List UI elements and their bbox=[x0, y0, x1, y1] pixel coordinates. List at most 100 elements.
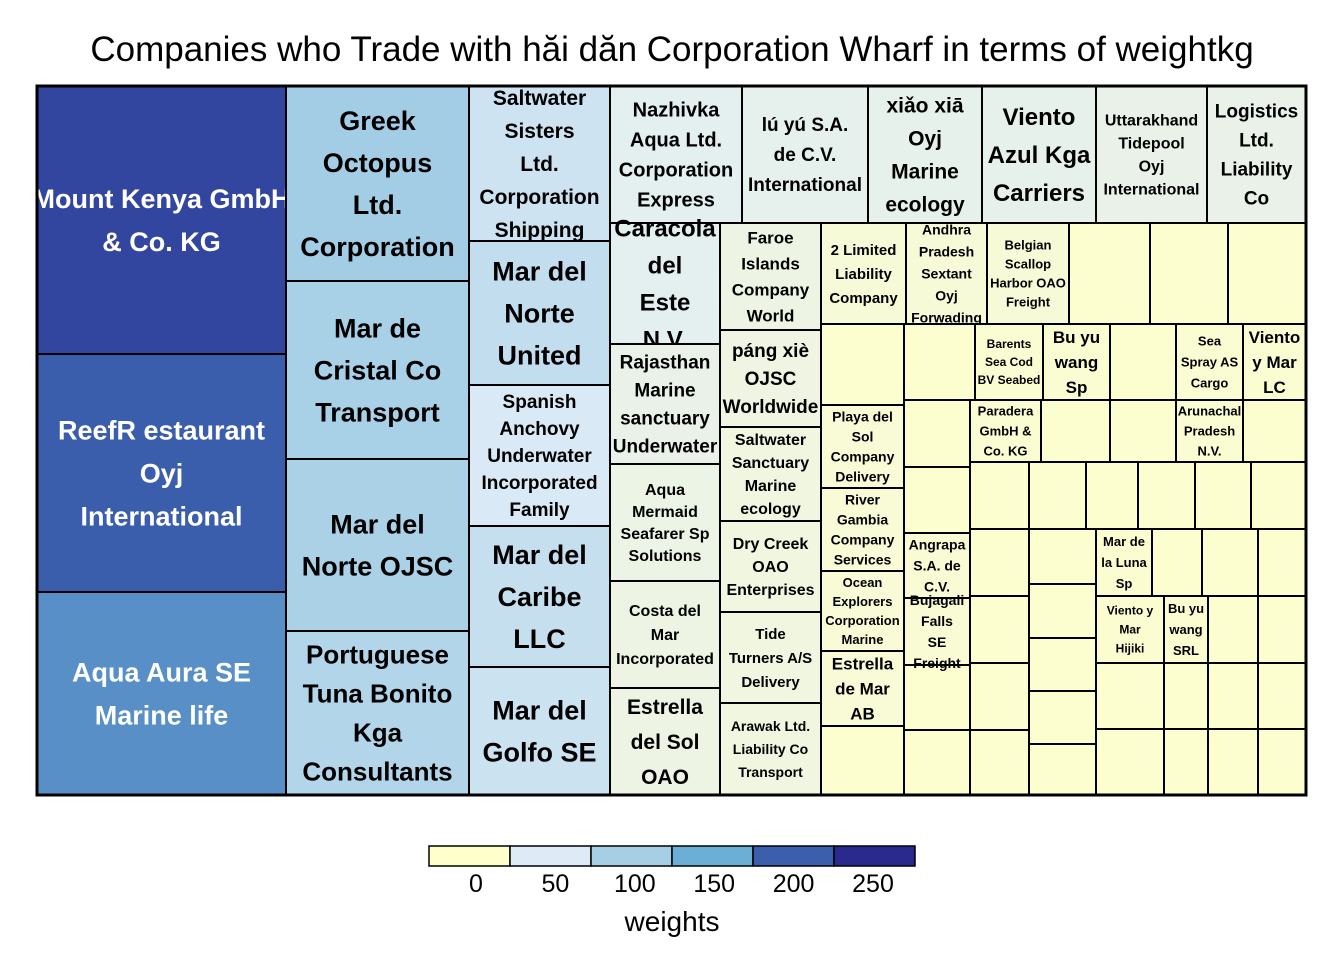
treemap-tile-label: páng xiè OJSC Worldwide bbox=[723, 341, 819, 418]
treemap-tile bbox=[820, 222, 907, 325]
treemap-tile-label: Andhra Pradesh Sextant Oyj Forwading bbox=[911, 221, 982, 325]
treemap-tile bbox=[719, 222, 822, 331]
treemap-tile-label: Mar del Golfo SE bbox=[483, 695, 597, 767]
treemap-tile-unlabelled bbox=[969, 461, 1030, 530]
treemap-tile-label: Saltwater Sanctuary Marine ecology bbox=[732, 432, 809, 518]
treemap-tile-label: Angrapa S.A. de C.V. bbox=[909, 536, 966, 594]
treemap-tile-unlabelled bbox=[903, 664, 971, 731]
treemap-tile-unlabelled bbox=[1028, 583, 1097, 639]
treemap-tile bbox=[1095, 528, 1153, 597]
treemap-tile-label: Mar de Cristal Co Transport bbox=[314, 313, 442, 427]
colorbar-tick-label: 200 bbox=[773, 870, 815, 898]
treemap-tile-unlabelled bbox=[969, 662, 1030, 731]
treemap-tile-label: Aqua Aura SE Marine life bbox=[72, 657, 251, 730]
treemap-tile-label: River Gambia Company Services bbox=[831, 491, 895, 567]
treemap-tile-label: Viento Azul Kga Carriers bbox=[988, 104, 1091, 207]
treemap-tile-label: Playa del Sol Company Delivery bbox=[831, 408, 895, 484]
treemap-tile bbox=[719, 426, 822, 522]
treemap-tile-label: Bujagali Falls SE Freight bbox=[910, 592, 964, 671]
treemap-tile-label: Bu yu wang Sp bbox=[1053, 328, 1100, 397]
treemap-tile bbox=[903, 532, 971, 599]
treemap-tile bbox=[1163, 595, 1209, 664]
treemap-tile bbox=[468, 666, 611, 796]
treemap-tile-label: xiǎo xiā Oyj Marine ecology bbox=[885, 94, 965, 216]
treemap-tile-label: Viento y Mar LC bbox=[1249, 328, 1301, 397]
treemap-tile bbox=[1242, 323, 1307, 401]
colorbar-segment bbox=[752, 845, 835, 867]
treemap-tile-label: Dry Creek OAO Enterprises bbox=[726, 536, 814, 599]
treemap-tile bbox=[1175, 399, 1244, 463]
treemap-tile-unlabelled bbox=[1163, 728, 1209, 796]
treemap-tile bbox=[609, 85, 743, 224]
treemap-tile-unlabelled bbox=[1085, 461, 1139, 530]
treemap-tile bbox=[285, 458, 470, 632]
treemap-tile-label: Mar del Caribe LLC bbox=[492, 540, 587, 654]
colorbar-tick-label: 250 bbox=[852, 870, 894, 898]
treemap-tile-label: Saltwater Sisters Ltd. Corporation Shipping bbox=[479, 87, 599, 242]
treemap-tile-unlabelled bbox=[1040, 399, 1111, 463]
treemap-tile-label: Mount Kenya GmbH & Co. KG bbox=[32, 184, 290, 257]
treemap-tile-label: Estrella de Mar AB bbox=[832, 654, 894, 723]
treemap-tile-unlabelled bbox=[1227, 222, 1307, 325]
treemap-tile bbox=[609, 463, 721, 582]
treemap-tile-unlabelled bbox=[1257, 662, 1307, 730]
treemap-tile-unlabelled bbox=[820, 725, 905, 796]
treemap-tile-unlabelled bbox=[1028, 528, 1097, 585]
treemap-tile-label: Aqua Mermaid Seafarer Sp Solutions bbox=[621, 482, 710, 565]
treemap-tile-label: Paradera GmbH & Co. KG bbox=[978, 404, 1034, 459]
treemap-frame bbox=[35, 84, 1308, 797]
treemap-tile bbox=[285, 85, 470, 282]
treemap-tile-label: Rajasthan Marine sanctuary Underwater bbox=[613, 353, 718, 458]
treemap-tile-unlabelled bbox=[969, 729, 1030, 796]
treemap-tile bbox=[974, 323, 1044, 401]
treemap-tile-label: Greek Octopus Ltd. Corporation bbox=[300, 106, 455, 262]
treemap-tile-unlabelled bbox=[1095, 728, 1165, 796]
treemap-tile bbox=[1175, 323, 1244, 401]
treemap-tile bbox=[719, 702, 822, 796]
treemap-tile-unlabelled bbox=[1137, 461, 1196, 530]
treemap-tile-label: Bu yu wang SRL bbox=[1168, 601, 1204, 658]
treemap-tile bbox=[36, 85, 287, 355]
treemap-tile-label: Viento y Mar Hijiki bbox=[1107, 604, 1154, 656]
treemap-tile-label: Tide Turners A/S Delivery bbox=[729, 626, 812, 691]
treemap-tile bbox=[609, 687, 721, 796]
treemap-tile-label: ReefR estaurant Oyj International bbox=[58, 415, 265, 531]
treemap-tile bbox=[820, 570, 905, 652]
treemap-tile-unlabelled bbox=[1242, 399, 1307, 463]
treemap-tile-unlabelled bbox=[1201, 528, 1259, 597]
treemap-tile bbox=[969, 399, 1042, 463]
treemap-tile bbox=[820, 650, 905, 727]
treemap-tile-label: Logistics Ltd. Liability Co bbox=[1215, 102, 1298, 210]
treemap-tile bbox=[986, 222, 1070, 325]
treemap-tile-label: Mar del Norte United bbox=[492, 256, 587, 370]
treemap-tile-label: Estrella del Sol OAO bbox=[627, 696, 703, 789]
treemap-tile-unlabelled bbox=[1207, 662, 1259, 730]
treemap-tile-unlabelled bbox=[969, 528, 1030, 597]
treemap-tile-label: Nazhivka Aqua Ltd. Corporation Express bbox=[619, 100, 733, 212]
treemap-tile-label: 2 Limited Liability Company bbox=[829, 242, 898, 307]
treemap-tile-label: Ocean Explorers Corporation Marine bbox=[825, 575, 899, 647]
treemap-tile-unlabelled bbox=[1207, 728, 1259, 796]
treemap-tile bbox=[867, 85, 983, 224]
treemap-tile-unlabelled bbox=[1194, 461, 1252, 530]
treemap-tile-unlabelled bbox=[1257, 595, 1307, 664]
chart-title: Companies who Trade with hăi dăn Corpora… bbox=[90, 30, 1254, 69]
treemap-tile-unlabelled bbox=[1250, 461, 1307, 530]
treemap-tile bbox=[285, 280, 470, 460]
treemap-tile bbox=[741, 85, 869, 224]
treemap-tile-unlabelled bbox=[820, 323, 905, 406]
treemap-tile-label: Costa del Mar Incorporated bbox=[616, 603, 714, 668]
treemap-tile-label: Belgian Scallop Harbor OAO Freight bbox=[990, 238, 1066, 310]
colorbar-label: weights bbox=[624, 906, 720, 937]
treemap-tile-label: Faroe Islands Company World bbox=[732, 228, 810, 325]
treemap-tile-unlabelled bbox=[1207, 595, 1259, 664]
treemap-tile bbox=[719, 329, 822, 428]
treemap-tile-unlabelled bbox=[1028, 637, 1097, 692]
treemap-tile-unlabelled bbox=[1109, 399, 1177, 463]
treemap-tile bbox=[609, 343, 721, 465]
treemap-tile-label: Uttarakhand Tidepool Oyj International bbox=[1103, 113, 1199, 199]
treemap-tile-unlabelled bbox=[903, 466, 971, 534]
colorbar-tick-label: 0 bbox=[469, 870, 483, 898]
treemap-tile-unlabelled bbox=[903, 323, 976, 401]
